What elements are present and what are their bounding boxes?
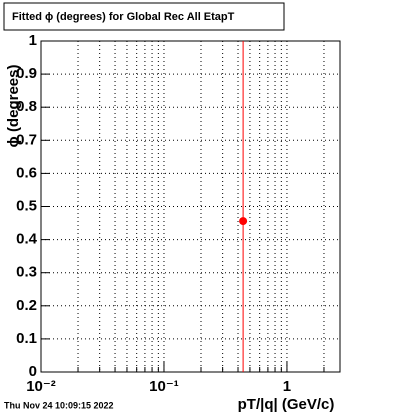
y-tick-label: 0.8 [16,98,37,115]
x-tick-label: 10⁻¹ [149,378,179,395]
y-axis-label: ϕ (degrees) [5,65,22,148]
y-tick-label: 0.7 [16,131,37,148]
y-tick-label: 0.6 [16,164,37,181]
point [239,217,248,226]
y-tick-label: 0.4 [16,231,38,248]
x-tick-label: 1 [283,378,291,395]
title-box [3,2,285,31]
timestamp: Thu Nov 24 10:09:15 2022 [4,400,114,410]
y-tick-label: 0.2 [16,297,37,314]
x-tick-label: 10⁻² [26,378,56,395]
plot: 0 0.1 0.2 0.3 0.4 0.5 0.6 0.7 0.8 0.9 1 10⁻² 10⁻¹ 1 [16,32,341,395]
y-tick-label: 0.5 [16,197,37,214]
y-tick-label: 1 [29,32,37,49]
series [239,41,248,372]
y-tick-label: 0.1 [16,330,37,347]
chart-title: Fitted ϕ (degrees) for Global Rec All Et… [12,11,235,23]
y-tick-label: 0.3 [16,264,37,281]
x-axis-label: pT/|q| (GeV/c) [238,396,335,413]
y-tick-label: 0 [29,363,37,380]
plot-frame [40,40,341,373]
y-tick-label: 0.9 [16,65,37,82]
